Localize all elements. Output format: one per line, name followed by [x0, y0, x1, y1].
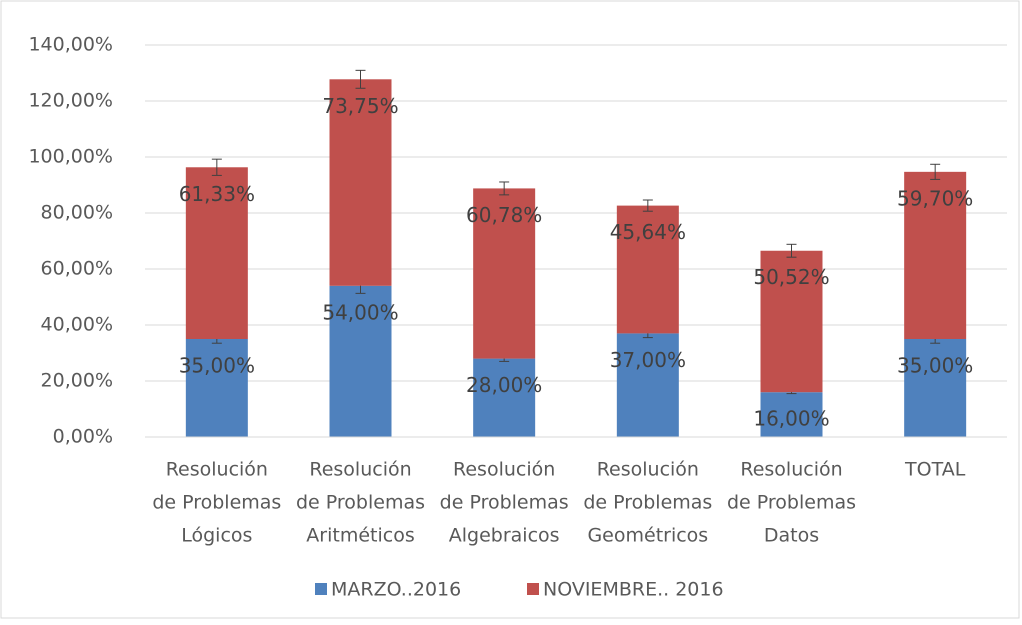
x-tick-label: Resolución — [309, 459, 411, 481]
bar — [760, 392, 823, 437]
data-label: 50,52% — [753, 265, 829, 289]
data-label: 61,33% — [179, 182, 255, 206]
bar — [904, 171, 967, 339]
x-tick-label: de Problemas — [440, 492, 569, 514]
legend-label: MARZO..2016 — [331, 579, 461, 601]
y-tick-label: 20,00% — [41, 370, 113, 392]
data-label: 73,75% — [322, 94, 398, 118]
y-tick-label: 80,00% — [41, 202, 113, 224]
bar — [616, 333, 679, 437]
data-label: 16,00% — [753, 407, 829, 431]
x-tick-label: Geométricos — [587, 525, 708, 547]
data-label: 37,00% — [610, 348, 686, 372]
bar — [473, 188, 536, 359]
bar — [904, 339, 967, 437]
data-label: 45,64% — [610, 220, 686, 244]
data-label: 59,70% — [897, 186, 973, 210]
x-tick-label: de Problemas — [583, 492, 712, 514]
legend-label: NOVIEMBRE.. 2016 — [543, 579, 724, 601]
data-label: 28,00% — [466, 373, 542, 397]
bar — [185, 167, 248, 339]
y-tick-label: 140,00% — [28, 34, 113, 56]
data-label: 60,78% — [466, 203, 542, 227]
y-tick-label: 40,00% — [41, 314, 113, 336]
y-tick-label: 0,00% — [53, 426, 113, 448]
bar — [329, 285, 392, 437]
x-tick-label: Algebraicos — [449, 525, 560, 547]
x-tick-label: de Problemas — [727, 492, 856, 514]
y-tick-label: 120,00% — [28, 90, 113, 112]
x-tick-label: Resolución — [597, 459, 699, 481]
data-label: 54,00% — [322, 300, 398, 324]
x-tick-label: Datos — [764, 525, 819, 547]
data-label: 35,00% — [179, 354, 255, 378]
x-tick-label: Resolución — [166, 459, 268, 481]
x-tick-label: Lógicos — [181, 525, 252, 547]
x-tick-label: Aritméticos — [306, 525, 414, 547]
x-tick-label: de Problemas — [296, 492, 425, 514]
bar — [473, 358, 536, 437]
bar — [185, 339, 248, 437]
x-tick-label: Resolución — [740, 459, 842, 481]
legend-swatch — [315, 583, 327, 595]
data-label: 35,00% — [897, 354, 973, 378]
bar — [616, 205, 679, 334]
bar — [760, 250, 823, 393]
x-tick-label: Resolución — [453, 459, 555, 481]
y-tick-label: 60,00% — [41, 258, 113, 280]
legend-swatch — [527, 583, 539, 595]
x-tick-label: de Problemas — [152, 492, 281, 514]
y-tick-label: 100,00% — [28, 146, 113, 168]
bar — [329, 79, 392, 286]
x-tick-label: TOTAL — [904, 459, 966, 481]
